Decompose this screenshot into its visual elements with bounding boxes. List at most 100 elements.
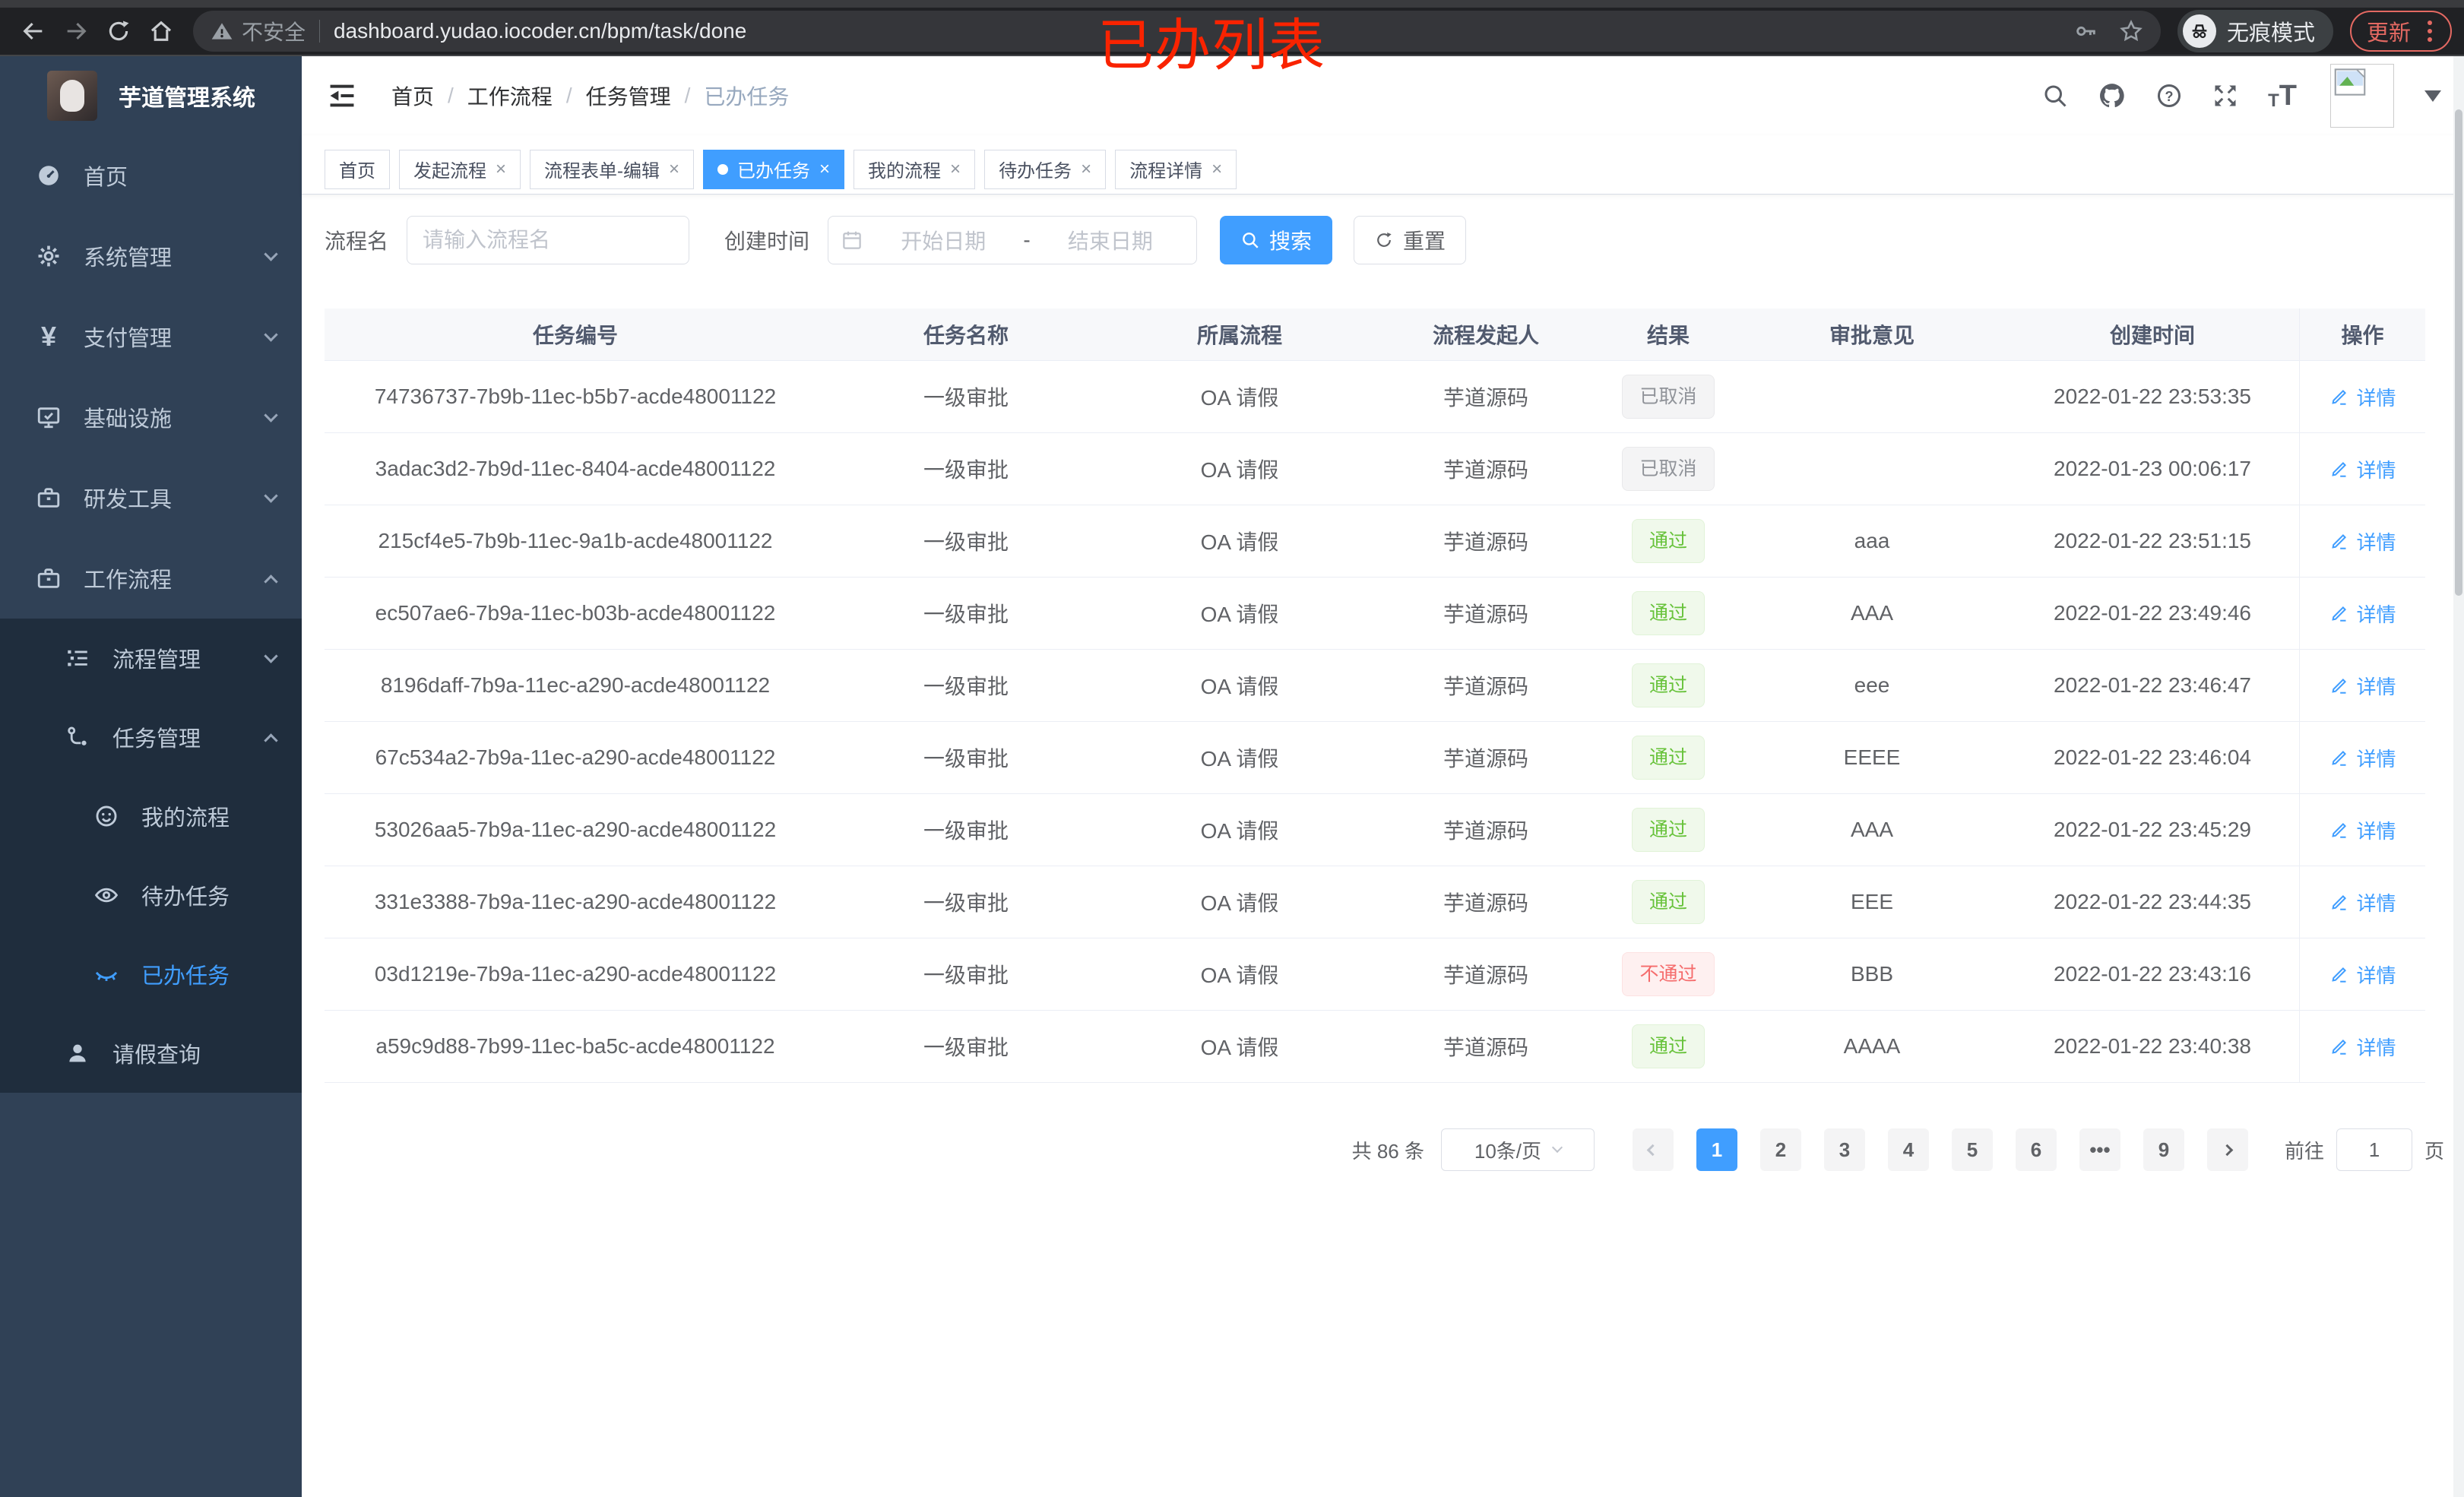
app-logo-row[interactable]: 芋道管理系统 [0,56,302,135]
tab-close-icon[interactable] [819,160,830,179]
browser-update-button[interactable]: 更新 [2349,11,2452,52]
process-cell: OA 请假 [1200,603,1279,626]
result-cell: 通过 [1598,650,1738,721]
tab-close-icon[interactable] [1211,160,1222,179]
sidebar-item-home[interactable]: 首页 [0,135,302,216]
tabs-bar: 首页 发起流程 流程表单-编辑 已办任务 [302,135,2464,195]
tab[interactable]: 已办任务 [703,149,845,189]
security-label[interactable]: 不安全 [242,21,306,44]
actions-cell: 详情 [2299,722,2425,793]
tab[interactable]: 流程表单-编辑 [530,149,695,189]
tab[interactable]: 我的流程 [854,149,976,189]
password-key-icon[interactable] [2073,18,2098,44]
date-range-separator: - [1023,228,1031,252]
detail-button[interactable]: 详情 [2329,961,2396,989]
goto-page-input[interactable] [2336,1128,2412,1171]
url-text[interactable]: dashboard.yudao.iocoder.cn/bpm/task/done [334,19,747,43]
back-icon[interactable] [12,10,55,52]
detail-button[interactable]: 详情 [2329,888,2396,916]
active-tab-dot [717,163,729,175]
page-number-button[interactable]: 1 [1696,1128,1737,1171]
sidebar-item-infrastructure[interactable]: 基础设施 [0,377,302,457]
forward-icon[interactable] [55,10,97,52]
prev-page-button[interactable] [1632,1128,1674,1171]
page-size-select[interactable]: 10条/页 [1440,1128,1595,1171]
url-bar[interactable]: 不安全 dashboard.yudao.iocoder.cn/bpm/task/… [193,11,2161,52]
page-number-button[interactable]: 5 [1951,1128,1993,1171]
content-area: 流程名 创建时间 开始日期 - 结束日期 搜索 重置 [302,195,2464,1171]
chevron-down-icon [264,407,278,423]
tab-close-icon[interactable] [950,160,961,179]
reload-icon[interactable] [97,10,140,52]
result-badge: 通过 [1631,736,1705,780]
column-header-result: 结果 [1646,324,1690,347]
avatar[interactable] [2330,64,2394,128]
next-page-button[interactable] [2206,1128,2248,1171]
search-icon[interactable] [2041,82,2069,109]
page-number-button[interactable]: 3 [1823,1128,1865,1171]
sidebar-item-payment-management[interactable]: ¥ 支付管理 [0,296,302,377]
starter-cell: 芋道源码 [1443,1036,1528,1059]
home-icon[interactable] [140,10,182,52]
page-number-button[interactable]: 6 [2015,1128,2057,1171]
yen-icon: ¥ [40,321,57,352]
detail-button[interactable]: 详情 [2329,816,2396,844]
sidebar-item-workflow[interactable]: 工作流程 [0,538,302,619]
chevron-down-icon [264,488,278,503]
breadcrumb-workflow[interactable]: 工作流程 [467,85,553,109]
sidebar-item-system-management[interactable]: 系统管理 [0,216,302,296]
date-range-picker[interactable]: 开始日期 - 结束日期 [828,216,1198,264]
tab[interactable]: 首页 [325,149,390,189]
tab-close-icon[interactable] [496,160,506,179]
page-number-button[interactable]: 4 [1887,1128,1929,1171]
scrollbar-thumb[interactable] [2455,109,2462,596]
start-date-placeholder[interactable]: 开始日期 [901,229,987,253]
detail-button[interactable]: 详情 [2329,455,2396,483]
sidebar-item-leave-query[interactable]: 请假查询 [0,1014,302,1093]
sidebar-item-process-management[interactable]: 流程管理 [0,619,302,698]
detail-button[interactable]: 详情 [2329,527,2396,555]
search-button[interactable]: 搜索 [1220,216,1333,264]
detail-button[interactable]: 详情 [2329,600,2396,628]
sidebar-item-todo-tasks[interactable]: 待办任务 [0,856,302,935]
github-icon[interactable] [2098,81,2127,110]
tab-close-icon[interactable] [1081,160,1091,179]
detail-button[interactable]: 详情 [2329,672,2396,700]
sidebar-item-my-process[interactable]: 我的流程 [0,777,302,856]
sidebar-item-done-tasks[interactable]: 已办任务 [0,935,302,1014]
breadcrumb-task-management[interactable]: 任务管理 [585,85,671,109]
breadcrumb-current: 已办任务 [704,85,790,109]
comment-cell [1738,433,2006,505]
bookmark-star-icon[interactable] [2118,18,2144,44]
process-name-input[interactable] [407,216,690,264]
sidebar-fold-icon[interactable] [325,78,359,113]
page-number-button[interactable]: 2 [1759,1128,1801,1171]
browser-scrollbar[interactable] [2453,56,2464,1497]
page-number-button[interactable]: ••• [2079,1128,2120,1171]
detail-button[interactable]: 详情 [2329,383,2396,411]
column-header-comment: 审批意见 [1829,324,1915,347]
detail-button[interactable]: 详情 [2329,1033,2396,1061]
help-icon[interactable]: ? [2155,82,2183,109]
fullscreen-icon[interactable] [2212,82,2239,109]
reset-button[interactable]: 重置 [1354,216,1467,264]
detail-button[interactable]: 详情 [2329,744,2396,772]
breadcrumb-home[interactable]: 首页 [391,85,435,109]
tab[interactable]: 待办任务 [984,149,1107,189]
page-number-button[interactable]: 9 [2143,1128,2184,1171]
sidebar-item-dev-tools[interactable]: 研发工具 [0,457,302,538]
sidebar-item-task-management[interactable]: 任务管理 [0,698,302,777]
result-cell: 已取消 [1598,433,1738,505]
task-id-cell: a59c9d88-7b99-11ec-ba5c-acde48001122 [375,1034,775,1058]
table-row: 53026aa5-7b9a-11ec-a290-acde48001122 一级审… [325,794,2425,866]
update-label[interactable]: 更新 [2366,21,2411,46]
app-title: 芋道管理系统 [119,86,255,111]
tab[interactable]: 发起流程 [399,149,521,189]
browser-menu-icon[interactable] [2428,29,2432,33]
tab[interactable]: 流程详情 [1115,149,1237,189]
avatar-caret-icon[interactable] [2424,90,2441,102]
tab-close-icon[interactable] [669,160,679,179]
tab-label: 首页 [339,161,375,182]
end-date-placeholder[interactable]: 结束日期 [1067,229,1153,253]
